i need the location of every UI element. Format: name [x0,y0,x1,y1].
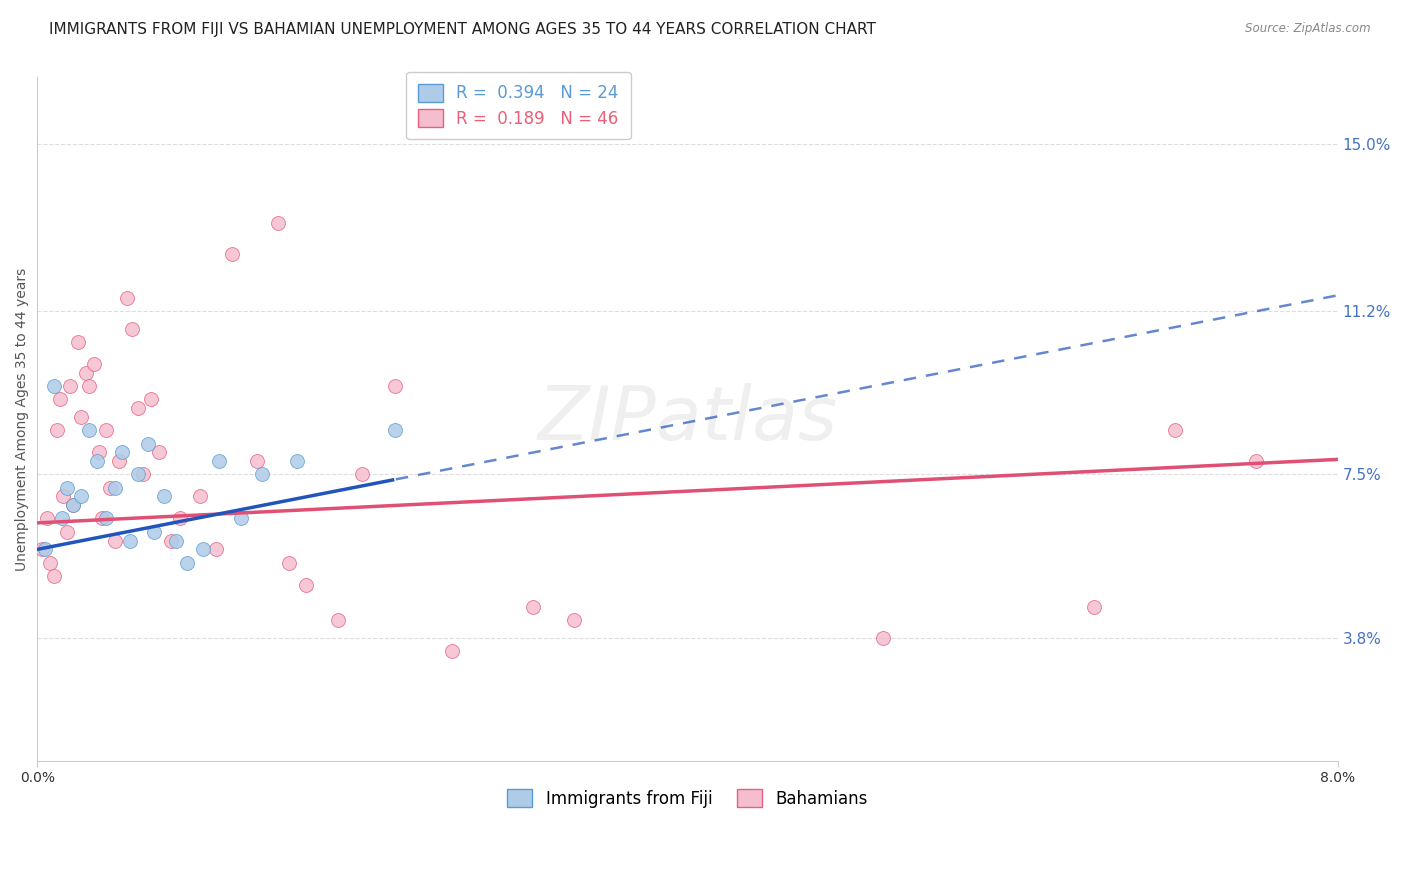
Point [104,481,127,495]
Point [326,613,349,627]
Point [287,454,309,468]
Point [136,436,159,450]
Point [169,511,191,525]
Point [115,291,138,305]
Point [31,542,53,557]
Point [1246,454,1268,468]
Point [872,631,894,645]
Point [139,392,162,407]
Point [294,577,316,591]
Point [165,533,187,548]
Point [55,481,77,495]
Point [94,511,117,525]
Point [42,569,65,583]
Point [188,490,211,504]
Point [91,511,114,525]
Point [66,334,89,349]
Point [267,216,290,230]
Point [79,423,101,437]
Point [107,454,129,468]
Point [191,542,214,557]
Point [70,490,93,504]
Point [176,556,198,570]
Point [121,322,143,336]
Point [86,454,108,468]
Point [49,392,72,407]
Point [39,556,62,570]
Point [132,467,155,482]
Point [52,490,75,504]
Point [111,445,134,459]
Point [118,533,141,548]
Point [62,498,84,512]
Point [1164,423,1187,437]
Point [34,542,56,557]
Point [221,247,243,261]
Point [208,454,231,468]
Point [127,401,149,416]
Point [384,379,406,393]
Point [205,542,228,557]
Point [127,467,149,482]
Text: IMMIGRANTS FROM FIJI VS BAHAMIAN UNEMPLOYMENT AMONG AGES 35 TO 44 YEARS CORRELAT: IMMIGRANTS FROM FIJI VS BAHAMIAN UNEMPLO… [49,22,876,37]
Point [79,379,101,393]
Point [100,481,122,495]
Point [75,366,97,380]
Text: Source: ZipAtlas.com: Source: ZipAtlas.com [1246,22,1371,36]
Legend: Immigrants from Fiji, Bahamians: Immigrants from Fiji, Bahamians [501,782,875,814]
Point [104,533,127,548]
Point [62,498,84,512]
Point [143,524,166,539]
Point [278,556,301,570]
Y-axis label: Unemployment Among Ages 35 to 44 years: Unemployment Among Ages 35 to 44 years [15,268,30,571]
Point [59,379,82,393]
Point [159,533,181,548]
Point [45,423,67,437]
Point [55,524,77,539]
Point [440,644,463,658]
Point [94,423,117,437]
Text: ZIPatlas: ZIPatlas [537,384,838,455]
Point [352,467,374,482]
Point [229,511,252,525]
Point [384,423,406,437]
Point [148,445,170,459]
Point [562,613,585,627]
Point [87,445,110,459]
Point [51,511,73,525]
Point [246,454,269,468]
Point [83,357,105,371]
Point [42,379,65,393]
Point [522,599,544,614]
Point [1083,599,1105,614]
Point [153,490,176,504]
Point [35,511,58,525]
Point [70,410,93,425]
Point [250,467,273,482]
